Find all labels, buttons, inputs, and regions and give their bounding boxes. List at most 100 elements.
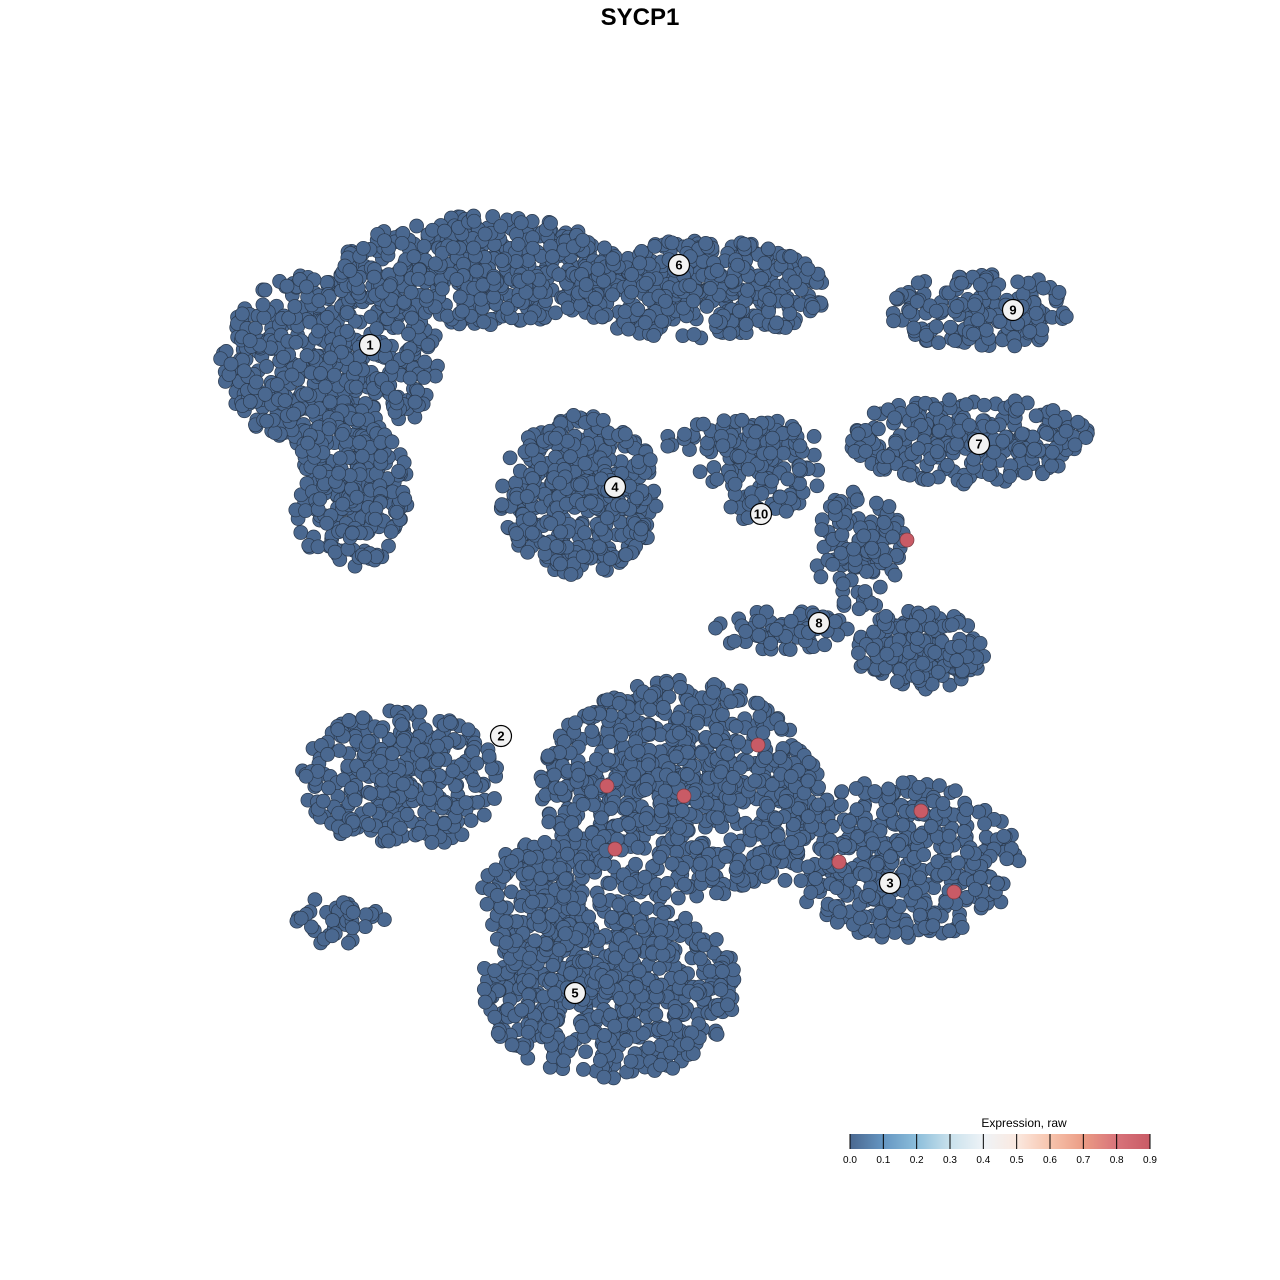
cell-point-cluster-6 [760,241,776,257]
cell-point-cluster-5 [689,715,705,731]
cell-point-cluster-4 [618,547,634,563]
cell-point-cluster-7 [858,443,873,459]
cell-point-cluster-5 [694,745,710,761]
cell-point-cluster-5 [728,719,744,734]
cell-point-cluster-1 [259,413,275,429]
cell-point-cluster-1 [236,363,252,379]
cell-point-cluster-7 [1044,458,1059,474]
cell-point-cluster-3 [974,897,990,912]
cell-point-cluster-5 [749,855,765,870]
cell-point-cluster-1 [299,386,314,402]
cell-point-cluster-4 [502,450,518,466]
cell-point-cluster-3 [872,905,888,920]
cell-point-cluster-3 [829,880,844,896]
cell-point-cluster-1 [354,448,370,464]
cell-point-cluster-6 [486,270,502,286]
cell-point-cluster-3 [882,803,897,818]
cell-point-cluster-5 [772,750,788,765]
cell-point-cluster-8 [905,618,920,633]
cell-point-cluster-8 [783,613,799,629]
cell-point-cluster-8 [834,527,850,543]
cell-point-cluster-9 [1028,305,1044,321]
cell-point-cluster-6 [647,239,663,254]
cell-point-cluster-2 [430,738,445,754]
cell-point-cluster-7 [985,419,1000,435]
cell-point-cluster-2 [442,715,458,730]
cell-point-cluster-6 [392,261,408,277]
cell-point-cluster-10 [792,438,808,454]
cell-point-cluster-7 [929,444,945,460]
cell-point-cluster-2 [341,935,356,951]
cell-point-cluster-3 [883,849,898,864]
cell-point-cluster-6 [445,240,461,256]
cell-point-cluster-9 [889,290,904,306]
cell-point-cluster-8 [910,670,926,685]
cell-point-cluster-5 [715,707,730,722]
cell-point-cluster-6 [632,255,648,271]
cell-point-cluster-5 [752,708,768,724]
cell-point-cluster-8 [944,617,960,633]
cell-point-cluster-9 [909,294,925,309]
cell-point-cluster-8 [851,645,866,661]
cell-point-cluster-5 [618,801,634,816]
cell-point-cluster-1 [322,394,338,410]
cell-point-cluster-6 [624,284,639,300]
cell-point-cluster-5 [653,803,669,818]
cell-point-cluster-6 [685,293,701,309]
cell-point-cluster-5 [689,840,704,855]
cell-point-cluster-5 [553,781,569,797]
cell-point-cluster-3 [941,828,957,844]
cell-point-cluster-6 [779,293,795,309]
cell-point-cluster-5 [630,743,646,759]
cell-point-cluster-1 [326,367,342,383]
cell-point-cluster-2 [437,795,452,811]
cell-point-cluster-8 [752,613,767,629]
cell-point-cluster-9 [928,303,944,319]
cell-point-cluster-9 [1034,322,1050,338]
cell-point-cluster-5 [589,751,604,767]
cell-point-cluster-6 [686,327,702,342]
cell-point-cluster-8 [878,608,894,624]
cell-point-cluster-2 [377,912,392,927]
cell-point-cluster-4 [524,525,540,541]
cell-point-cluster-10 [772,489,788,505]
cell-point-cluster-5 [575,797,591,812]
cell-point-cluster-3 [857,867,873,883]
cell-point-cluster-5 [640,757,656,773]
cell-point-cluster-1 [323,350,338,366]
cell-point-cluster-6 [805,300,821,315]
cell-point-cluster-5 [773,720,789,736]
cell-point-cluster-8 [872,579,888,595]
cell-point-cluster-3 [837,838,853,853]
cell-point-cluster-3 [819,844,835,860]
points-layer [213,208,1095,1086]
cell-point-cluster-1 [223,356,239,372]
cell-point-cluster-9 [886,313,901,329]
cell-point-cluster-6 [722,326,738,341]
cell-point-cluster-3 [916,847,932,863]
cell-point-cluster-2 [445,763,461,779]
cell-point-cluster-1 [332,450,348,466]
cell-point-cluster-6 [551,267,567,283]
cell-point-cluster-6 [513,215,529,231]
cell-point-cluster-3 [948,783,963,799]
cell-point-cluster-7 [910,441,926,456]
cell-point-cluster-6 [664,235,680,251]
cell-point-cluster-1 [286,406,301,422]
cell-point-cluster-2 [372,754,388,769]
cell-point-cluster-3 [842,813,857,829]
cell-point-cluster-1 [399,349,415,364]
cell-point-cluster-8 [927,645,943,660]
cell-point-cluster-6 [782,306,798,321]
cell-point-cluster-2 [361,817,376,832]
cell-point-cluster-3 [996,828,1012,844]
cell-point-cluster-5 [678,910,693,926]
cell-point-cluster-2 [337,823,353,839]
cell-point-cluster-5 [677,876,692,892]
cell-point-cluster-9 [972,277,988,293]
cell-point-cluster-6 [757,255,773,271]
cell-point-cluster-5 [571,767,587,783]
cell-point-cluster-1 [300,435,316,451]
cell-point-cluster-1 [281,310,297,326]
